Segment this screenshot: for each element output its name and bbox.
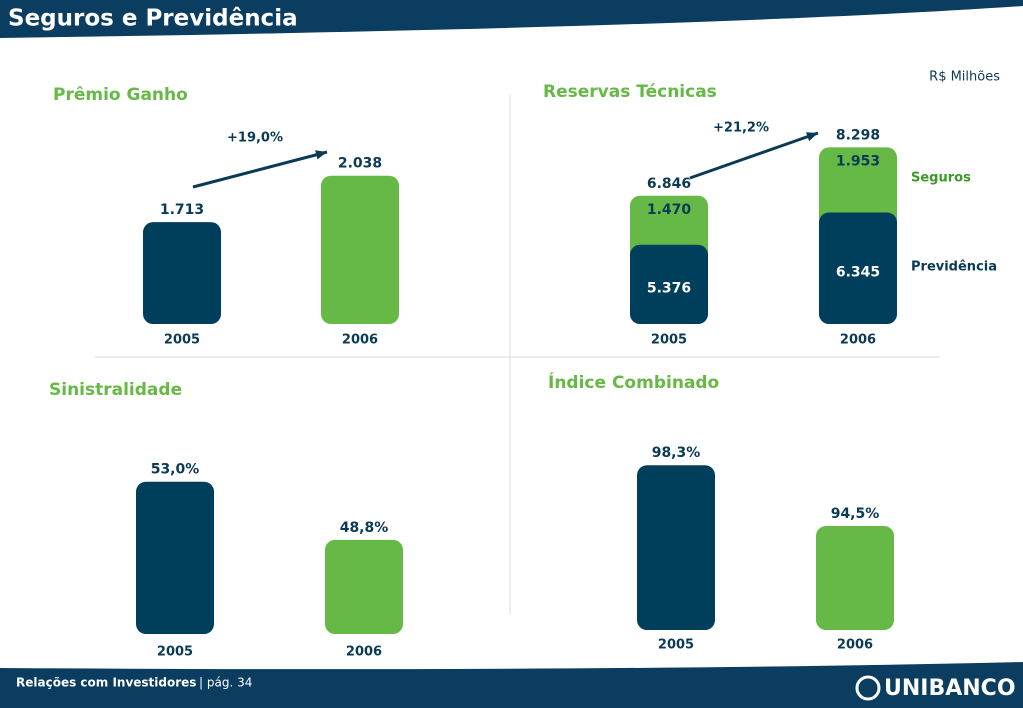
x-tick-label: 2006: [837, 638, 873, 653]
footer-page: | pág. 34: [199, 676, 252, 690]
chart-title: Sinistralidade: [49, 380, 182, 400]
bar: [637, 465, 715, 630]
growth-label: +19,0%: [227, 131, 283, 146]
segment-label: 5.376: [647, 280, 691, 296]
bar: [325, 539, 403, 634]
chart-title: Prêmio Ganho: [53, 85, 188, 105]
value-label: 94,5%: [831, 506, 880, 522]
unit-note: R$ Milhões: [929, 70, 1000, 85]
x-tick-label: 2006: [840, 333, 876, 348]
slide-title: Seguros e Previdência: [8, 6, 298, 32]
value-label: 2.038: [338, 156, 382, 172]
value-label: 48,8%: [340, 520, 389, 536]
chart-title: Reservas Técnicas: [543, 82, 717, 102]
bar: [143, 222, 221, 324]
segment-label: 1.953: [836, 153, 880, 169]
x-tick-label: 2006: [346, 645, 382, 660]
segment-label: 6.345: [836, 264, 880, 280]
logo-icon: [855, 675, 881, 701]
legend-entry: Seguros: [911, 171, 971, 186]
bar-segment: [819, 212, 897, 324]
arrow-head: [315, 150, 327, 160]
value-label: 53,0%: [151, 462, 200, 478]
header-band: [0, 0, 1023, 38]
total-label: 6.846: [647, 176, 691, 192]
growth-label: +21,2%: [713, 121, 769, 136]
chart-title: Índice Combinado: [548, 371, 719, 393]
growth-arrow: [689, 131, 819, 180]
arrow-head: [806, 132, 818, 142]
growth-arrow: [192, 150, 328, 189]
x-tick-label: 2005: [658, 638, 694, 653]
value-label: 98,3%: [652, 445, 701, 461]
x-tick-label: 2005: [164, 333, 200, 348]
x-tick-label: 2005: [651, 333, 687, 348]
x-tick-label: 2006: [342, 333, 378, 348]
bar: [321, 175, 399, 324]
footer-band: [0, 662, 1023, 708]
logo: UNIBANCO: [884, 676, 1016, 701]
value-label: 1.713: [160, 202, 204, 218]
bar: [816, 526, 894, 630]
footer-section: Relações com Investidores: [16, 676, 196, 690]
x-tick-label: 2005: [157, 645, 193, 660]
segment-label: 1.470: [647, 202, 692, 218]
total-label: 8.298: [836, 127, 880, 143]
bar-segment: [630, 244, 708, 324]
bar: [136, 481, 214, 634]
legend-entry: Previdência: [911, 260, 997, 275]
